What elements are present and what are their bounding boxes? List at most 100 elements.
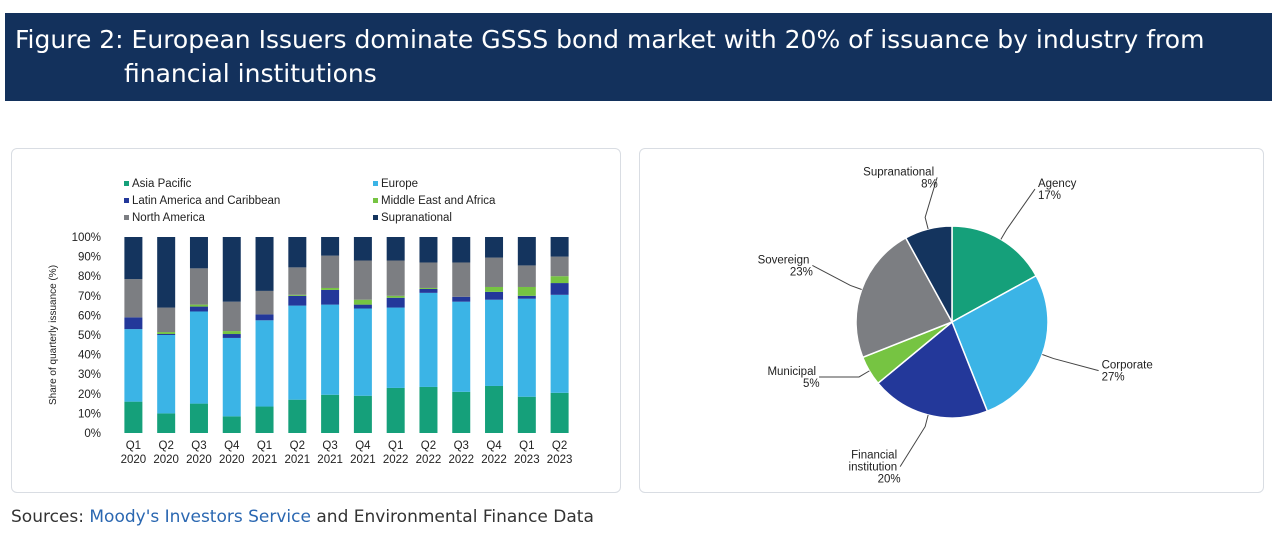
bar-segment-1 [222, 337, 241, 417]
bar-segment-5 [288, 237, 307, 268]
pie-name-label-2: Financial [851, 450, 897, 462]
bar-segment-1 [353, 308, 372, 396]
bar-segment-0 [419, 386, 438, 433]
x-tick-year: 2023 [514, 454, 540, 466]
pie-name-label-0: Agency [1038, 178, 1077, 190]
x-tick-quarter: Q2 [159, 440, 174, 452]
bar-segment-2 [517, 295, 536, 299]
bar-segment-4 [321, 255, 340, 288]
x-tick-quarter: Q3 [191, 440, 206, 452]
y-tick-label: 0% [84, 428, 101, 440]
legend-swatch-1 [373, 181, 378, 186]
bar-segment-3 [222, 331, 241, 335]
bar-segment-1 [550, 294, 569, 393]
y-tick-label: 10% [78, 408, 101, 420]
bar-segment-1 [288, 305, 307, 400]
pie-leader-line-2 [899, 414, 929, 467]
bar-segment-4 [485, 257, 504, 287]
stacked-bar-chart: Asia Pacific Europe Latin America and Cari… [48, 178, 572, 466]
pie-slice-2 [876, 320, 989, 419]
bar-segment-3 [419, 287, 438, 289]
bar-segment-1 [124, 329, 143, 402]
pie-leader-line-5 [924, 177, 938, 230]
pie-value-label-2: 20% [878, 474, 901, 486]
bar-segment-5 [550, 237, 569, 257]
pie-name-label-5: Supranational [863, 166, 934, 178]
x-tick-year: 2020 [186, 454, 212, 466]
x-tick-year: 2022 [383, 454, 409, 466]
bar-segment-1 [255, 320, 274, 407]
bar-segment-2 [222, 334, 241, 338]
y-tick-label: 100% [72, 232, 101, 244]
bar-segment-2 [550, 283, 569, 295]
bar-segment-1 [452, 301, 471, 392]
figure-title-line-2: financial institutions [124, 59, 377, 88]
bar-segment-5 [321, 237, 340, 256]
legend-label-1: Europe [381, 178, 418, 190]
bar-segment-2 [452, 296, 471, 302]
pie-value-label-4: 23% [790, 266, 813, 278]
pie-value-label-0: 17% [1038, 190, 1061, 202]
bar-segment-5 [485, 237, 504, 258]
bar-segment-5 [222, 237, 241, 302]
legend-label-3: Middle East and Africa [381, 195, 496, 207]
bar-segment-5 [452, 237, 471, 263]
bar-segment-0 [288, 399, 307, 433]
y-tick-label: 20% [78, 389, 101, 401]
pie-name-label-4: Sovereign [758, 254, 810, 266]
bar-segment-0 [222, 416, 241, 433]
bar-segment-5 [124, 237, 143, 280]
x-tick-quarter: Q4 [355, 440, 371, 452]
bar-segment-5 [189, 237, 208, 269]
pie-name-label-2: institution [849, 462, 898, 474]
stacked-bar-chart-panel: Asia Pacific Europe Latin America and Cari… [11, 148, 621, 493]
y-tick-label: 70% [78, 291, 101, 303]
legend-label-2: Latin America and Caribbean [132, 195, 280, 207]
bar-segment-4 [124, 279, 143, 318]
pie-slice-0 [951, 225, 1038, 324]
x-tick-quarter: Q3 [454, 440, 469, 452]
bar-segment-4 [288, 267, 307, 295]
pie-value-label-3: 5% [803, 378, 820, 390]
sources-link[interactable]: Moody's Investors Service [89, 507, 311, 527]
bar-segment-2 [124, 317, 143, 330]
legend-swatch-0 [124, 181, 129, 186]
bar-segment-3 [550, 276, 569, 284]
x-tick-year: 2022 [448, 454, 474, 466]
legend-swatch-3 [373, 198, 378, 203]
x-tick-year: 2021 [350, 454, 376, 466]
bar-segment-1 [485, 299, 504, 386]
bar-segment-2 [288, 295, 307, 306]
sources-suffix: and Environmental Finance Data [310, 507, 594, 527]
bar-segment-0 [321, 394, 340, 433]
bar-segment-3 [386, 295, 405, 298]
pie-slice-5 [904, 225, 953, 323]
x-tick-year: 2021 [252, 454, 278, 466]
bar-segment-2 [157, 334, 176, 335]
bar-segment-3 [353, 299, 372, 305]
bar-segment-0 [386, 387, 405, 433]
pie-value-label-1: 27% [1102, 372, 1125, 384]
legend-swatch-5 [373, 215, 378, 220]
bar-segment-2 [419, 288, 438, 293]
y-tick-label: 80% [78, 271, 101, 283]
x-tick-quarter: Q1 [388, 440, 403, 452]
bar-segment-4 [189, 268, 208, 305]
bar-segment-3 [321, 287, 340, 290]
bar-segment-3 [288, 294, 307, 296]
pie-leader-line-1 [1042, 354, 1099, 372]
bar-segment-0 [485, 385, 504, 433]
x-tick-quarter: Q1 [257, 440, 272, 452]
bar-segment-1 [189, 311, 208, 404]
x-tick-year: 2022 [416, 454, 442, 466]
pie-slice-4 [855, 236, 954, 359]
bar-segment-0 [353, 395, 372, 433]
x-tick-year: 2020 [153, 454, 179, 466]
y-axis-label: Share of quarterly issuance (%) [48, 265, 59, 405]
bar-segment-4 [157, 307, 176, 333]
bar-segment-3 [189, 304, 208, 307]
x-tick-quarter: Q4 [486, 440, 502, 452]
bar-segment-3 [157, 332, 176, 335]
bar-segment-5 [353, 237, 372, 261]
